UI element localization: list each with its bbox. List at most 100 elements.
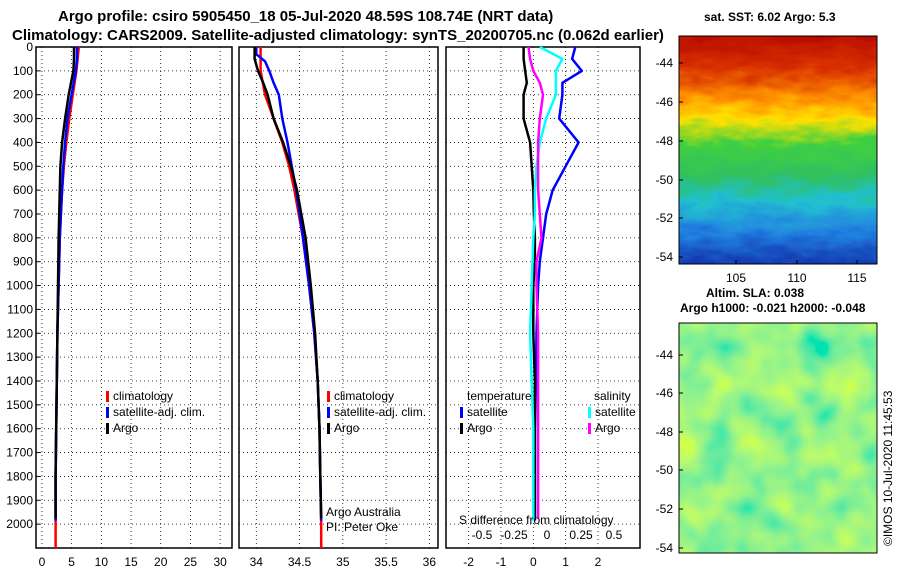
- credit-argo-australia: Argo Australia: [326, 505, 401, 519]
- top-tick-label-0: -0.5: [472, 528, 493, 542]
- sst-map: sat. SST: 6.02 Argo: 5.3 -44 -46 -48 -50 -52…: [656, 10, 878, 285]
- tick-label-depth-900: 900: [13, 255, 33, 269]
- temperature-legend: climatology satellite-adj. clim. Argo: [106, 389, 205, 435]
- series-line-salinity-argo: [527, 46, 545, 519]
- legend-title-temperature: temperature: [467, 389, 532, 403]
- tick-label-x-15: 15: [124, 555, 138, 569]
- tick-label-x-1: 1: [562, 555, 569, 569]
- legend-label-satellite: satellite-adj. clim.: [113, 405, 205, 419]
- tick-label-depth-1000: 1000: [6, 279, 33, 293]
- tick-label-depth-1200: 1200: [6, 326, 33, 340]
- tick-label-x-2: 2: [595, 555, 602, 569]
- legend-swatch-climatology: [106, 391, 109, 402]
- salinity-panel: 34 34.5 35 35.5 36 climatology satellite-adj…: [238, 46, 439, 569]
- salinity-grid: [239, 46, 438, 548]
- legend-label-sal-satellite: satellite: [595, 405, 636, 419]
- sla-lat-label--50: -50: [656, 463, 674, 477]
- legend-label-argo: Argo: [113, 421, 139, 435]
- tick-label-x--1: -1: [496, 555, 507, 569]
- sla-lat-label--48: -48: [656, 425, 674, 439]
- legend-label-temp-argo: Argo: [467, 421, 493, 435]
- tick-label-depth-1800: 1800: [6, 469, 33, 483]
- legend-swatch-climatology: [327, 391, 330, 402]
- timestamp: ©IMOS 10-Jul-2020 11:45:53: [881, 390, 895, 546]
- sla-map: Altim. SLA: 0.038 Argo h1000: -0.021 h20…: [656, 286, 878, 555]
- top-tick-label-2: 0: [544, 528, 551, 542]
- series-line-salinity-satellite: [528, 45, 564, 521]
- difference-panel-frame: [445, 46, 641, 549]
- sla-lat-label--54: -54: [656, 541, 674, 555]
- tick-label-x-35.5: 35.5: [374, 555, 398, 569]
- top-axis-label: S difference from climatology: [459, 513, 614, 527]
- sst-lon-label-105: 105: [726, 271, 746, 285]
- legend-swatch-satellite: [327, 407, 330, 418]
- sst-lat-label--50: -50: [656, 173, 674, 187]
- salinity-tick-labels: 34 34.5 35 35.5 36: [250, 555, 437, 569]
- sla-heatmap: [679, 323, 877, 553]
- tick-label-x-25: 25: [184, 555, 198, 569]
- legend-label-climatology: climatology: [113, 389, 173, 403]
- tick-label-depth-0: 0: [26, 40, 33, 54]
- tick-label-depth-400: 400: [13, 135, 33, 149]
- tick-label-depth-100: 100: [13, 64, 33, 78]
- legend-label-satellite: satellite-adj. clim.: [334, 405, 426, 419]
- sst-lat-label--48: -48: [656, 134, 674, 148]
- sla-lat-label--44: -44: [656, 348, 674, 362]
- temperature-panel: 0100200300400500600700800900100011001200…: [6, 40, 233, 569]
- tick-label-depth-700: 700: [13, 207, 33, 221]
- tick-label-x-0: 0: [530, 555, 537, 569]
- sst-lat-label--54: -54: [656, 250, 674, 264]
- sst-field: [679, 36, 877, 264]
- temperature-panel-frame: [35, 46, 233, 549]
- tick-label-depth-1600: 1600: [6, 422, 33, 436]
- tick-label-depth-1400: 1400: [6, 374, 33, 388]
- legend-swatch-argo: [327, 423, 330, 434]
- legend-label-argo: Argo: [334, 421, 360, 435]
- title-line2: Climatology: CARS2009. Satellite-adjuste…: [12, 27, 664, 44]
- tick-label-depth-1700: 1700: [6, 446, 33, 460]
- sla-field: [679, 323, 877, 553]
- tick-label-x-34.5: 34.5: [288, 555, 312, 569]
- difference-tick-labels: -2 -1 0 1 2: [463, 555, 601, 569]
- salinity-panel-frame: [238, 46, 439, 549]
- sla-lat-label--46: -46: [656, 386, 674, 400]
- tick-label-depth-1500: 1500: [6, 398, 33, 412]
- tick-label-depth-300: 300: [13, 112, 33, 126]
- difference-series: [522, 45, 584, 521]
- series-line-temperature-argo: [522, 47, 537, 519]
- tick-label-x-10: 10: [95, 555, 109, 569]
- sst-map-ticks: -44 -46 -48 -50 -52 -54 105 110 115: [656, 56, 867, 285]
- salinity-series: [253, 47, 323, 548]
- tick-label-depth-1300: 1300: [6, 350, 33, 364]
- legend-label-temp-satellite: satellite: [467, 405, 508, 419]
- sla-map-title-line1: Altim. SLA: 0.038: [706, 286, 804, 300]
- sla-map-ticks: -44 -46 -48 -50 -52 -54: [656, 348, 683, 555]
- tick-label-x-5: 5: [68, 555, 75, 569]
- tick-label-depth-800: 800: [13, 231, 33, 245]
- salinity-legend: climatology satellite-adj. clim. Argo: [327, 389, 426, 435]
- tick-label-x--2: -2: [463, 555, 474, 569]
- top-tick-label-4: 0.5: [606, 528, 623, 542]
- sst-lat-label--46: -46: [656, 95, 674, 109]
- legend-swatch-temp-satellite: [460, 407, 463, 418]
- legend-swatch-sal-argo: [588, 423, 591, 434]
- tick-label-depth-1900: 1900: [6, 493, 33, 507]
- tick-label-x-0: 0: [39, 555, 46, 569]
- tick-label-depth-600: 600: [13, 183, 33, 197]
- tick-label-depth-1100: 1100: [7, 302, 33, 316]
- sla-map-title-line2: Argo h1000: -0.021 h2000: -0.048: [680, 301, 866, 315]
- sst-map-frame: [678, 35, 878, 265]
- legend-swatch-temp-argo: [460, 423, 463, 434]
- legend-swatch-satellite: [106, 407, 109, 418]
- legend-swatch-sal-satellite: [588, 407, 591, 418]
- credit-pi: PI: Peter Oke: [326, 520, 398, 534]
- salinity-difference-ticks: -0.5 -0.25 0 0.25 0.5: [472, 528, 623, 542]
- tick-label-x-36: 36: [423, 555, 437, 569]
- sla-map-frame: [678, 322, 878, 554]
- series-line-argo: [54, 47, 76, 519]
- top-tick-label-1: -0.25: [500, 528, 528, 542]
- tick-label-x-35: 35: [336, 555, 350, 569]
- legend-label-climatology: climatology: [334, 389, 394, 403]
- sst-lon-label-115: 115: [847, 271, 866, 285]
- sst-heatmap: [679, 36, 877, 264]
